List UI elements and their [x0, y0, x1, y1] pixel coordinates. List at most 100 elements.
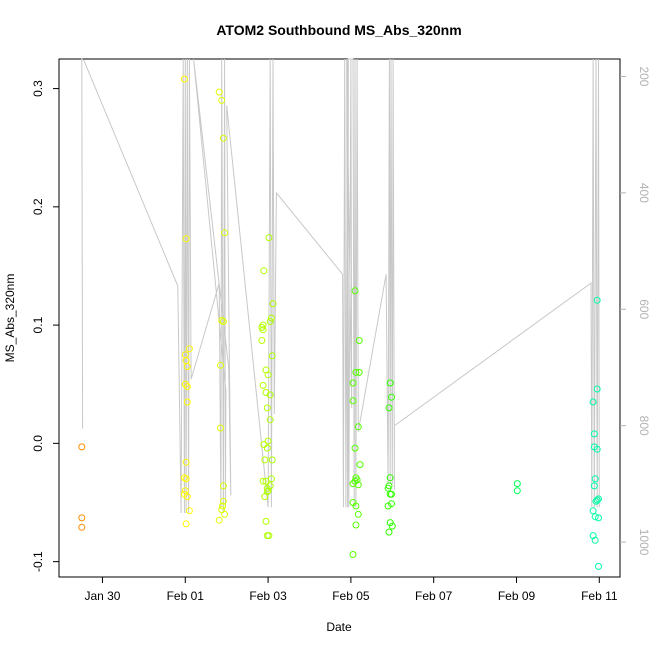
- y-tick-label: 0.1: [31, 316, 45, 333]
- data-point: [183, 363, 191, 370]
- data-point: [219, 318, 227, 325]
- data-point: [183, 383, 191, 391]
- y2-tick-label: 800: [637, 416, 650, 436]
- data-point: [269, 300, 277, 308]
- data-point: [259, 326, 267, 334]
- data-point: [590, 482, 598, 490]
- data-point: [183, 398, 191, 406]
- x-tick-label: Feb 07: [415, 589, 453, 603]
- data-point: [263, 444, 271, 452]
- data-point: [78, 443, 86, 451]
- data-point: [215, 516, 223, 524]
- data-point: [219, 134, 227, 142]
- data-point: [182, 235, 190, 243]
- data-point: [351, 444, 359, 452]
- data-point: [182, 458, 190, 466]
- data-point: [349, 379, 357, 387]
- data-point: [590, 430, 598, 438]
- data-point: [349, 397, 357, 405]
- data-point: [595, 562, 602, 570]
- data-point: [354, 510, 362, 518]
- line-layer: [81, 58, 600, 514]
- x-tick-label: Feb 09: [498, 589, 536, 603]
- data-point: [593, 296, 601, 304]
- x-tick-label: Feb 11: [581, 589, 618, 603]
- data-point: [266, 416, 274, 424]
- data-point: [386, 379, 394, 387]
- data-point: [264, 437, 272, 445]
- data-point: [386, 519, 394, 527]
- data-point: [221, 510, 229, 518]
- data-point: [591, 513, 599, 521]
- data-point: [354, 423, 362, 431]
- data-point: [183, 493, 191, 501]
- data-point: [513, 487, 521, 495]
- x-axis-label: Date: [326, 620, 352, 634]
- data-point: [217, 361, 224, 369]
- data-point: [215, 88, 223, 96]
- data-point: [513, 480, 521, 488]
- data-point: [268, 456, 276, 464]
- data-point: [78, 514, 86, 522]
- depth-line: [81, 58, 600, 514]
- data-point: [182, 520, 190, 528]
- data-point: [388, 393, 395, 401]
- data-point: [219, 482, 227, 490]
- data-point: [262, 517, 270, 525]
- data-point: [181, 487, 189, 495]
- y2-tick-label: 1000: [637, 529, 650, 556]
- data-point: [349, 551, 357, 558]
- data-point: [386, 474, 394, 482]
- data-point: [351, 287, 359, 295]
- data-point: [268, 352, 276, 360]
- data-point: [219, 502, 226, 510]
- data-point: [181, 351, 189, 359]
- data-point: [263, 484, 271, 492]
- data-point: [593, 496, 601, 504]
- data-point: [595, 514, 602, 522]
- data-point: [386, 490, 394, 498]
- y-axis: -0.1 0.0 0.1 0.2 0.3: [31, 80, 59, 572]
- y-tick-label: 0.3: [31, 80, 45, 97]
- data-point: [593, 385, 601, 393]
- data-point: [258, 337, 266, 344]
- chart-title: ATOM2 Southbound MS_Abs_320nm: [216, 22, 461, 38]
- data-point: [217, 424, 224, 432]
- y-tick-label: 0.2: [31, 198, 45, 215]
- data-point: [354, 481, 362, 489]
- data-point: [263, 404, 271, 412]
- data-point: [352, 521, 360, 529]
- x-tick-label: Jan 30: [84, 589, 120, 603]
- y-axis-label: MS_Abs_320nm: [3, 274, 17, 363]
- data-point: [267, 314, 275, 322]
- y2-tick-label: 200: [637, 66, 650, 86]
- data-point: [384, 484, 392, 492]
- data-point: [259, 381, 267, 389]
- data-point: [262, 366, 270, 374]
- data-point: [592, 497, 600, 505]
- data-point: [589, 507, 597, 515]
- y-tick-label: 0.0: [31, 435, 45, 452]
- y2-tick-label: 400: [637, 183, 650, 203]
- y2-tick-label: 600: [637, 299, 650, 319]
- data-point: [265, 234, 273, 242]
- plot-area: [58, 58, 621, 578]
- points-layer: [78, 75, 602, 570]
- data-point: [388, 522, 396, 530]
- data-point: [262, 477, 270, 485]
- y-tick-label: -0.1: [31, 551, 45, 572]
- data-point: [355, 337, 363, 344]
- data-point: [352, 368, 360, 376]
- data-point: [591, 475, 599, 483]
- data-point: [591, 536, 599, 544]
- data-point: [356, 461, 364, 469]
- data-point: [259, 477, 267, 485]
- data-point: [384, 502, 392, 510]
- data-point: [182, 475, 190, 483]
- x-tick-label: Feb 05: [332, 589, 370, 603]
- data-point: [185, 507, 193, 515]
- data-point: [262, 389, 270, 396]
- data-point: [180, 474, 188, 482]
- data-point: [263, 488, 271, 496]
